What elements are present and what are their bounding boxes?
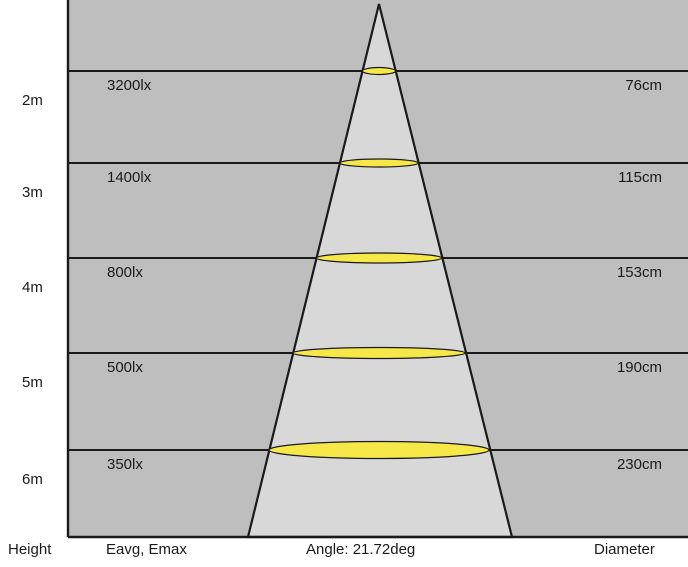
illuminance-label: 3200lx bbox=[107, 77, 152, 94]
light-spot-ellipse bbox=[361, 66, 397, 76]
height-label: 5m bbox=[22, 374, 43, 391]
diameter-label: 76cm bbox=[625, 77, 662, 94]
light-spot-ellipse bbox=[315, 252, 443, 264]
light-spot-ellipse bbox=[268, 440, 490, 460]
height-label: 4m bbox=[22, 279, 43, 296]
diameter-label: 115cm bbox=[618, 169, 662, 186]
height-label: 2m bbox=[22, 92, 43, 109]
height-label: 3m bbox=[22, 184, 43, 201]
light-spot-ellipse bbox=[292, 346, 466, 360]
illuminance-label: 1400lx bbox=[107, 169, 152, 186]
light-spot-ellipse bbox=[339, 158, 419, 168]
height-label: 6m bbox=[22, 471, 43, 488]
height-column-label: Height bbox=[8, 541, 52, 558]
eavg-column-label: Eavg, Emax bbox=[106, 541, 187, 558]
diameter-column-label: Diameter bbox=[594, 541, 655, 558]
illuminance-label: 350lx bbox=[107, 456, 143, 473]
illuminance-label: 800lx bbox=[107, 264, 143, 281]
diameter-label: 230cm bbox=[617, 456, 662, 473]
illuminance-label: 500lx bbox=[107, 359, 143, 376]
diameter-label: 153cm bbox=[617, 264, 662, 281]
beam-angle-label: Angle: 21.72deg bbox=[306, 541, 416, 558]
diameter-label: 190cm bbox=[617, 359, 662, 376]
